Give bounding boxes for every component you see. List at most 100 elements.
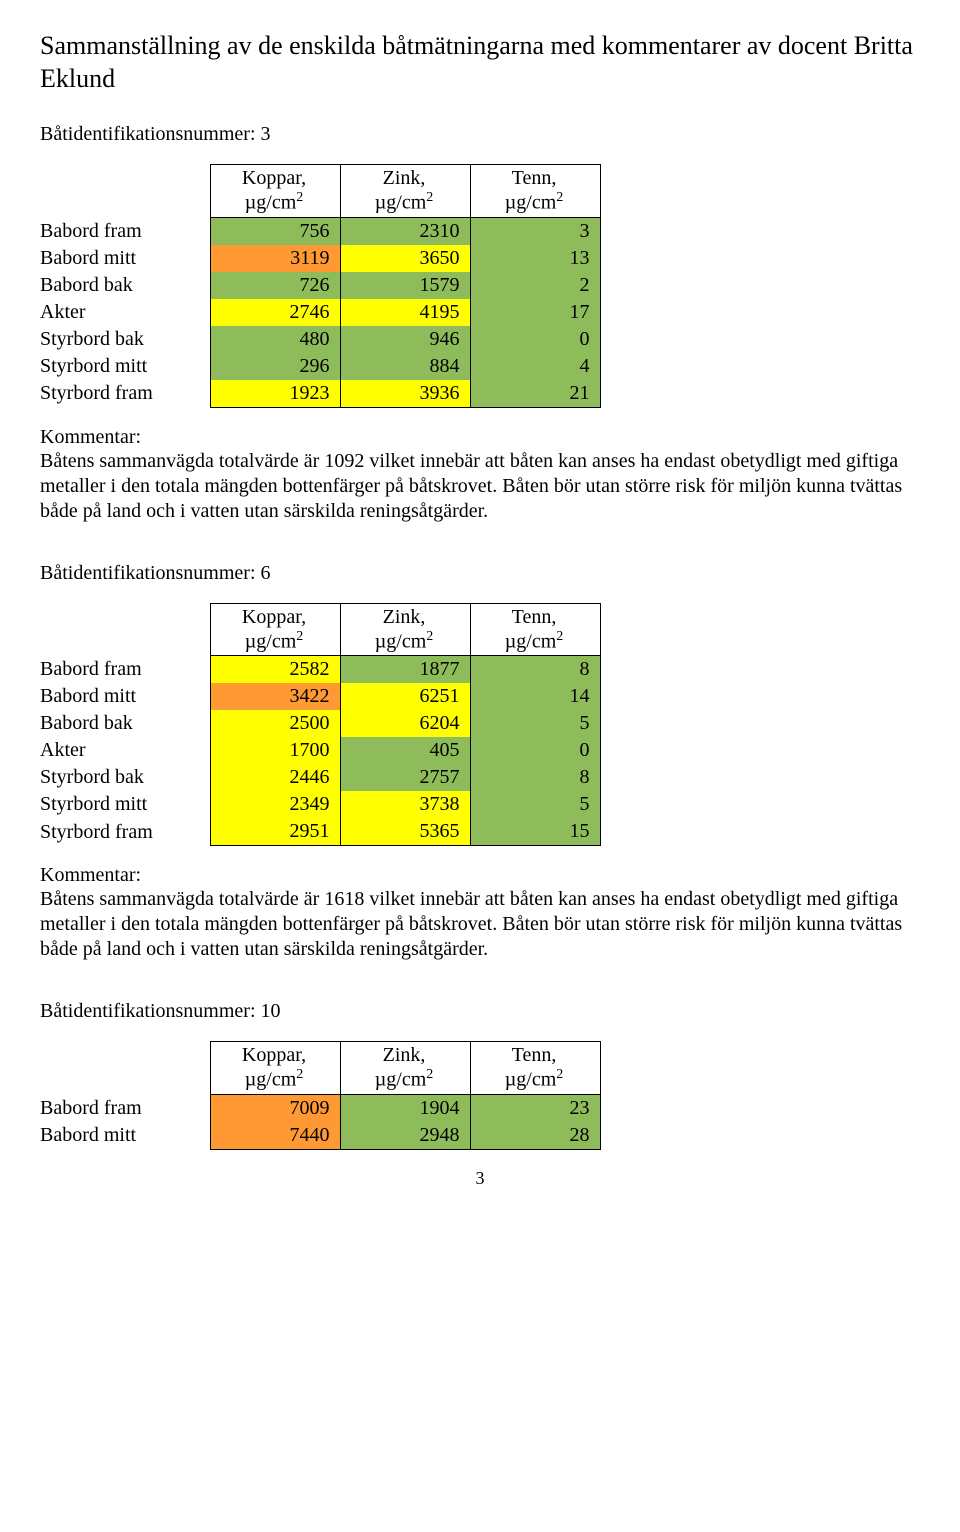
cell-koppar: 3422 bbox=[210, 683, 340, 710]
row-label: Akter bbox=[40, 737, 210, 764]
cell-zink: 2757 bbox=[340, 764, 470, 791]
comment-text: Båtens sammanvägda totalvärde är 1618 vi… bbox=[40, 887, 920, 962]
table-header-tenn: Tenn,µg/cm2 bbox=[470, 165, 600, 218]
cell-tenn: 2 bbox=[470, 272, 600, 299]
table-row: Babord mitt7440294828 bbox=[40, 1122, 600, 1150]
table-header-tenn: Tenn,µg/cm2 bbox=[470, 603, 600, 656]
table-row: Styrbord bak244627578 bbox=[40, 764, 600, 791]
table-row: Babord mitt3422625114 bbox=[40, 683, 600, 710]
cell-tenn: 0 bbox=[470, 326, 600, 353]
cell-tenn: 17 bbox=[470, 299, 600, 326]
cell-koppar: 296 bbox=[210, 353, 340, 380]
cell-zink: 405 bbox=[340, 737, 470, 764]
cell-zink: 2948 bbox=[340, 1122, 470, 1150]
table-row: Babord mitt3119365013 bbox=[40, 245, 600, 272]
row-label: Babord fram bbox=[40, 656, 210, 684]
cell-koppar: 7440 bbox=[210, 1122, 340, 1150]
cell-koppar: 7009 bbox=[210, 1094, 340, 1122]
table-row: Babord bak72615792 bbox=[40, 272, 600, 299]
table-header-blank bbox=[40, 603, 210, 656]
table-row: Styrbord fram2951536515 bbox=[40, 818, 600, 846]
table-row: Babord bak250062045 bbox=[40, 710, 600, 737]
table-row: Styrbord mitt2968844 bbox=[40, 353, 600, 380]
row-label: Babord fram bbox=[40, 217, 210, 245]
cell-koppar: 480 bbox=[210, 326, 340, 353]
cell-tenn: 4 bbox=[470, 353, 600, 380]
table-header-blank bbox=[40, 165, 210, 218]
row-label: Styrbord mitt bbox=[40, 791, 210, 818]
cell-koppar: 726 bbox=[210, 272, 340, 299]
measurement-table: Koppar,µg/cm2Zink,µg/cm2Tenn,µg/cm2Babor… bbox=[40, 603, 601, 847]
cell-zink: 1579 bbox=[340, 272, 470, 299]
measurement-table: Koppar,µg/cm2Zink,µg/cm2Tenn,µg/cm2 Babor… bbox=[40, 1041, 601, 1150]
cell-tenn: 23 bbox=[470, 1094, 600, 1122]
row-label: Babord mitt bbox=[40, 245, 210, 272]
row-label: Babord fram bbox=[40, 1094, 210, 1122]
cell-koppar: 2582 bbox=[210, 656, 340, 684]
row-label: Babord bak bbox=[40, 710, 210, 737]
comment-text: Båtens sammanvägda totalvärde är 1092 vi… bbox=[40, 449, 920, 524]
cell-tenn: 5 bbox=[470, 791, 600, 818]
row-label: Styrbord bak bbox=[40, 326, 210, 353]
table-row: Styrbord mitt234937385 bbox=[40, 791, 600, 818]
cell-zink: 3738 bbox=[340, 791, 470, 818]
cell-koppar: 1923 bbox=[210, 380, 340, 408]
table-row: Babord fram258218778 bbox=[40, 656, 600, 684]
boat-id-label: Båtidentifikationsnummer: 10 bbox=[40, 1000, 920, 1023]
cell-tenn: 0 bbox=[470, 737, 600, 764]
table-row: Styrbord fram1923393621 bbox=[40, 380, 600, 408]
cell-koppar: 2349 bbox=[210, 791, 340, 818]
measurement-table: Koppar,µg/cm2Zink,µg/cm2Tenn,µg/cm2Babor… bbox=[40, 164, 601, 408]
cell-zink: 4195 bbox=[340, 299, 470, 326]
cell-koppar: 2746 bbox=[210, 299, 340, 326]
row-label: Styrbord mitt bbox=[40, 353, 210, 380]
table-header-blank bbox=[40, 1042, 210, 1095]
cell-zink: 1877 bbox=[340, 656, 470, 684]
cell-tenn: 13 bbox=[470, 245, 600, 272]
row-label: Styrbord fram bbox=[40, 380, 210, 408]
table-header-koppar: Koppar,µg/cm2 bbox=[210, 1042, 340, 1095]
cell-koppar: 756 bbox=[210, 217, 340, 245]
cell-koppar: 3119 bbox=[210, 245, 340, 272]
cell-zink: 1904 bbox=[340, 1094, 470, 1122]
row-label: Babord mitt bbox=[40, 683, 210, 710]
row-label: Babord mitt bbox=[40, 1122, 210, 1150]
cell-zink: 3650 bbox=[340, 245, 470, 272]
cell-koppar: 2446 bbox=[210, 764, 340, 791]
boat-id-label: Båtidentifikationsnummer: 3 bbox=[40, 123, 920, 146]
cell-koppar: 2951 bbox=[210, 818, 340, 846]
comment-label: Kommentar: bbox=[40, 426, 920, 449]
row-label: Akter bbox=[40, 299, 210, 326]
boat-id-label: Båtidentifikationsnummer: 6 bbox=[40, 562, 920, 585]
table-header-zink: Zink,µg/cm2 bbox=[340, 603, 470, 656]
comment-label: Kommentar: bbox=[40, 864, 920, 887]
cell-tenn: 3 bbox=[470, 217, 600, 245]
table-header-koppar: Koppar,µg/cm2 bbox=[210, 603, 340, 656]
table-header-koppar: Koppar,µg/cm2 bbox=[210, 165, 340, 218]
cell-zink: 6204 bbox=[340, 710, 470, 737]
cell-zink: 2310 bbox=[340, 217, 470, 245]
row-label: Styrbord fram bbox=[40, 818, 210, 846]
cell-tenn: 21 bbox=[470, 380, 600, 408]
page-title: Sammanställning av de enskilda båtmätnin… bbox=[40, 30, 920, 95]
table-header-zink: Zink,µg/cm2 bbox=[340, 165, 470, 218]
row-label: Babord bak bbox=[40, 272, 210, 299]
cell-zink: 884 bbox=[340, 353, 470, 380]
cell-koppar: 2500 bbox=[210, 710, 340, 737]
table-row: Styrbord bak4809460 bbox=[40, 326, 600, 353]
cell-tenn: 5 bbox=[470, 710, 600, 737]
table-header-zink: Zink,µg/cm2 bbox=[340, 1042, 470, 1095]
cell-zink: 5365 bbox=[340, 818, 470, 846]
cell-tenn: 15 bbox=[470, 818, 600, 846]
cell-tenn: 8 bbox=[470, 764, 600, 791]
cell-koppar: 1700 bbox=[210, 737, 340, 764]
cell-zink: 6251 bbox=[340, 683, 470, 710]
table-header-tenn: Tenn,µg/cm2 bbox=[470, 1042, 600, 1095]
table-row: Akter17004050 bbox=[40, 737, 600, 764]
row-label: Styrbord bak bbox=[40, 764, 210, 791]
cell-tenn: 14 bbox=[470, 683, 600, 710]
table-row: Akter2746419517 bbox=[40, 299, 600, 326]
table-row: Babord fram75623103 bbox=[40, 217, 600, 245]
page-number: 3 bbox=[40, 1168, 920, 1189]
cell-tenn: 8 bbox=[470, 656, 600, 684]
